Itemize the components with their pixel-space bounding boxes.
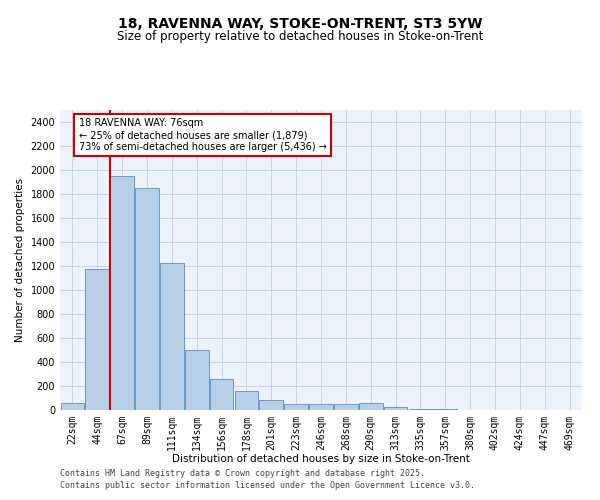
Bar [210,380,233,410]
Bar [409,409,432,410]
Text: 18, RAVENNA WAY, STOKE-ON-TRENT, ST3 5YW: 18, RAVENNA WAY, STOKE-ON-TRENT, ST3 5YW [118,18,482,32]
Bar [61,404,84,410]
Bar [309,404,333,410]
Bar [135,188,159,410]
Bar [235,392,258,410]
Bar [384,407,407,410]
Bar [110,176,134,410]
Text: Contains HM Land Registry data © Crown copyright and database right 2025.: Contains HM Land Registry data © Crown c… [60,468,425,477]
Text: Size of property relative to detached houses in Stoke-on-Trent: Size of property relative to detached ho… [117,30,483,43]
Bar [85,269,109,410]
X-axis label: Distribution of detached houses by size in Stoke-on-Trent: Distribution of detached houses by size … [172,454,470,464]
Bar [334,404,358,410]
Y-axis label: Number of detached properties: Number of detached properties [15,178,25,342]
Text: 18 RAVENNA WAY: 76sqm
← 25% of detached houses are smaller (1,879)
73% of semi-d: 18 RAVENNA WAY: 76sqm ← 25% of detached … [79,118,326,152]
Text: Contains public sector information licensed under the Open Government Licence v3: Contains public sector information licen… [60,481,475,490]
Bar [284,404,308,410]
Bar [185,350,209,410]
Bar [259,400,283,410]
Bar [359,403,383,410]
Bar [160,263,184,410]
